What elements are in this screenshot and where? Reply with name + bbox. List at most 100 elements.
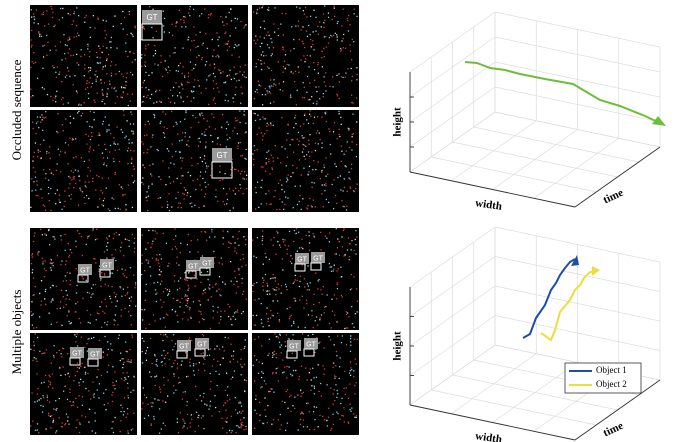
event-dot (87, 236, 88, 237)
event-dot (165, 68, 166, 69)
event-dot (111, 75, 112, 76)
event-dot (85, 134, 86, 135)
event-dot (293, 321, 294, 322)
event-dot (51, 173, 52, 174)
event-dot (187, 39, 188, 40)
event-dot (112, 366, 113, 367)
event-dot (223, 188, 224, 189)
event-dot (179, 140, 180, 141)
event-dot (43, 353, 44, 354)
event-dot (108, 124, 109, 125)
event-dot (268, 161, 269, 162)
event-dot (145, 87, 146, 88)
event-dot (183, 101, 184, 102)
event-dot (298, 144, 299, 145)
event-dot (52, 422, 53, 423)
event-dot (217, 55, 218, 56)
event-dot (298, 66, 299, 67)
event-dot (158, 176, 159, 177)
event-dot (309, 429, 310, 430)
event-dot (303, 413, 304, 414)
event-dot (70, 280, 71, 281)
event-dot (281, 352, 282, 353)
event-dot (226, 421, 227, 422)
event-dot (228, 41, 229, 42)
event-dot (269, 47, 270, 48)
event-dot (127, 387, 128, 388)
event-dot (198, 122, 199, 123)
event-dot (176, 123, 177, 124)
event-dot (131, 296, 132, 297)
event-dot (301, 174, 302, 175)
event-dot (131, 159, 132, 160)
event-dot (71, 405, 72, 406)
event-dot (129, 246, 130, 247)
event-dot (115, 64, 116, 65)
event-dot (141, 54, 142, 55)
event-dot (73, 178, 74, 179)
event-dot (262, 139, 263, 140)
event-dot (68, 310, 69, 311)
event-dot (289, 307, 290, 308)
event-dot (220, 319, 221, 320)
event-dot (334, 163, 335, 164)
event-dot (297, 139, 298, 140)
event-dot (57, 308, 58, 309)
event-dot (175, 198, 176, 199)
event-dot (167, 380, 168, 381)
event-dot (106, 96, 107, 97)
event-dot (215, 56, 216, 57)
event-dot (270, 79, 271, 80)
event-dot (145, 66, 146, 67)
event-dot (334, 294, 335, 295)
event-dot (243, 429, 244, 430)
event-dot (270, 388, 271, 389)
event-dot (37, 156, 38, 157)
event-dot (77, 92, 78, 93)
event-dot (313, 199, 314, 200)
event-dot (262, 363, 263, 364)
event-dot (159, 101, 160, 102)
event-dot (104, 30, 105, 31)
event-dot (175, 311, 176, 312)
event-dot (272, 277, 273, 278)
event-dot (144, 65, 145, 66)
event-dot (266, 307, 267, 308)
event-dot (266, 313, 267, 314)
event-dot (70, 55, 71, 56)
event-dot (278, 284, 279, 285)
event-dot (317, 288, 318, 289)
event-dot (314, 117, 315, 118)
event-dot (340, 117, 341, 118)
event-dot (289, 316, 290, 317)
event-dot (200, 282, 201, 283)
event-dot (237, 412, 238, 413)
event-dot (335, 384, 336, 385)
event-dot (93, 150, 94, 151)
event-dot (66, 280, 67, 281)
event-dot (153, 282, 154, 283)
axis-label: height (392, 107, 404, 137)
event-dot (34, 152, 35, 153)
event-dot (37, 116, 38, 117)
event-dot (265, 193, 266, 194)
event-dot (30, 39, 31, 40)
event-dot (115, 306, 116, 307)
event-dot (313, 103, 314, 104)
event-dot (233, 355, 234, 356)
event-dot (193, 370, 194, 371)
event-dot (223, 243, 224, 244)
event-dot (157, 399, 158, 400)
event-dot (92, 293, 93, 294)
event-dot (351, 164, 352, 165)
event-dot (104, 404, 105, 405)
event-dot (312, 44, 313, 45)
event-dot (306, 303, 307, 304)
event-dot (336, 253, 337, 254)
event-dot (181, 83, 182, 84)
event-dot (173, 334, 174, 335)
event-dot (76, 292, 77, 293)
event-dot (286, 366, 287, 367)
event-dot (123, 273, 124, 274)
event-dot (224, 350, 225, 351)
